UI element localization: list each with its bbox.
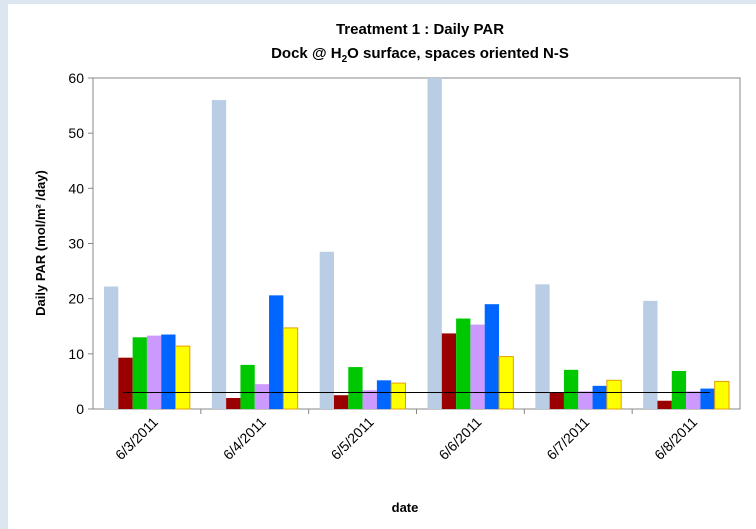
bar bbox=[390, 382, 406, 410]
bar bbox=[269, 295, 284, 409]
bar bbox=[484, 304, 500, 409]
bar bbox=[714, 380, 730, 410]
bar bbox=[240, 364, 255, 409]
bar bbox=[549, 392, 564, 409]
bar bbox=[686, 391, 701, 409]
bar bbox=[132, 337, 147, 409]
bar bbox=[161, 334, 176, 409]
bar bbox=[146, 335, 162, 409]
bar bbox=[175, 345, 191, 410]
subtitle-part: O surface, spaces oriented N-S bbox=[347, 45, 569, 62]
y-tick-label: 50 bbox=[68, 125, 84, 141]
chart-subtitle: Dock @ H2O surface, spaces oriented N-S bbox=[271, 45, 569, 65]
bar bbox=[470, 324, 485, 409]
bar bbox=[592, 385, 607, 409]
bar bbox=[282, 327, 299, 410]
bar bbox=[348, 367, 363, 409]
y-axis-label: Daily PAR (mol/m² /day) bbox=[33, 170, 48, 316]
bar bbox=[700, 388, 715, 409]
bar bbox=[376, 380, 392, 409]
bar bbox=[226, 397, 241, 409]
bar bbox=[643, 300, 658, 409]
bar bbox=[657, 400, 672, 409]
bar bbox=[441, 333, 457, 409]
bar bbox=[211, 100, 227, 410]
bar bbox=[606, 379, 622, 410]
y-tick-label: 0 bbox=[76, 401, 84, 417]
bar bbox=[563, 369, 579, 409]
bar bbox=[104, 286, 119, 409]
bar bbox=[498, 356, 514, 410]
bar bbox=[333, 395, 349, 409]
bar bbox=[118, 357, 133, 409]
y-tick-label: 10 bbox=[68, 346, 84, 362]
bar bbox=[427, 78, 442, 409]
bar bbox=[362, 390, 377, 409]
y-tick-label: 40 bbox=[68, 180, 84, 196]
bar bbox=[254, 384, 270, 409]
chart-background bbox=[8, 4, 756, 529]
bar bbox=[319, 251, 334, 409]
bar bbox=[535, 284, 550, 409]
x-axis-label: date bbox=[392, 500, 419, 515]
y-tick-label: 30 bbox=[68, 236, 84, 252]
bar bbox=[456, 318, 471, 409]
subtitle-part: Dock @ H bbox=[271, 45, 341, 62]
bar bbox=[671, 370, 687, 409]
chart-title: Treatment 1 : Daily PAR bbox=[336, 21, 504, 38]
bar bbox=[578, 391, 593, 409]
y-tick-label: 20 bbox=[68, 291, 84, 307]
y-tick-label: 60 bbox=[68, 70, 84, 86]
subtitle-subscript: 2 bbox=[342, 54, 348, 65]
